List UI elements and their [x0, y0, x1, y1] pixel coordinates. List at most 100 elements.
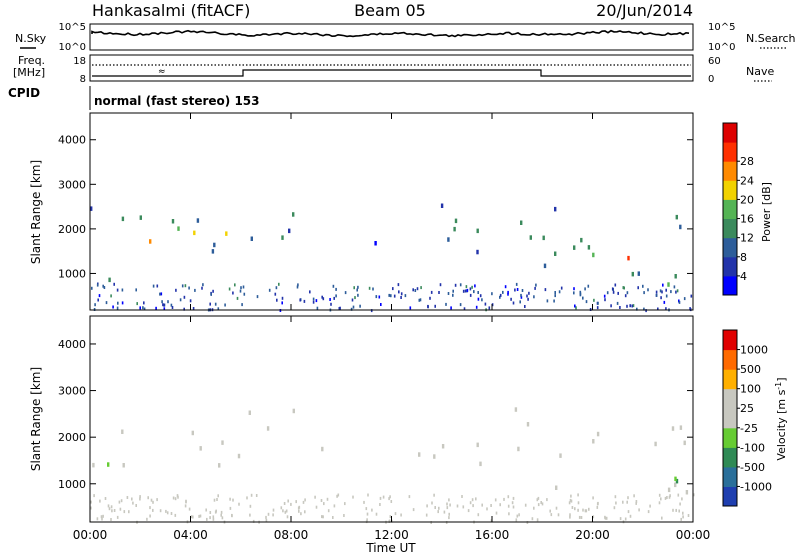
- near-range-cell: [184, 504, 187, 508]
- near-range-cell: [669, 494, 671, 498]
- near-range-cell: [316, 306, 319, 310]
- near-range-cell: [626, 291, 629, 295]
- near-range-cell: [449, 503, 451, 507]
- near-range-cell: [682, 515, 684, 519]
- near-range-cell: [327, 509, 330, 513]
- near-range-cell: [165, 509, 167, 513]
- near-range-cell: [332, 516, 334, 519]
- near-range-cell: [298, 509, 300, 513]
- near-range-cell: [304, 498, 306, 502]
- x-tick-label: 20:00: [575, 528, 610, 542]
- freq-unit-label: [MHz]: [13, 66, 45, 79]
- range-cell: [685, 490, 689, 495]
- near-range-cell: [172, 496, 175, 500]
- colorbar-swatch: [723, 466, 737, 487]
- near-range-cell: [467, 509, 470, 513]
- near-range-cell: [321, 295, 323, 299]
- near-range-cell: [155, 306, 157, 310]
- near-range-cell: [512, 505, 515, 509]
- range-cell: [542, 235, 545, 241]
- near-range-cell: [380, 303, 382, 306]
- near-range-cell: [131, 497, 133, 501]
- near-range-cell: [366, 512, 369, 516]
- near-range-cell: [447, 292, 450, 295]
- near-range-cell: [181, 284, 184, 288]
- near-range-cell: [507, 292, 509, 296]
- range-cell: [193, 230, 196, 236]
- near-range-cell: [515, 282, 518, 286]
- x-tick-label: 08:00: [274, 528, 309, 542]
- near-range-cell: [139, 497, 141, 501]
- near-range-cell: [322, 515, 324, 519]
- colorbar-tick-label: -100: [740, 441, 765, 454]
- range-cell: [637, 271, 640, 276]
- near-range-cell: [527, 297, 529, 301]
- near-range-cell: [616, 301, 619, 305]
- near-range-cell: [91, 286, 93, 290]
- x-tick-label: 12:00: [374, 528, 409, 542]
- near-range-cell: [454, 283, 457, 287]
- noise-panel-frame: [89, 23, 694, 51]
- near-range-cell: [163, 303, 165, 307]
- near-range-cell: [554, 294, 556, 298]
- near-range-cell: [533, 506, 535, 510]
- near-range-cell: [229, 497, 231, 501]
- near-range-cell: [163, 307, 166, 311]
- range-cell: [218, 463, 221, 468]
- near-range-cell: [631, 304, 633, 308]
- near-range-cell: [450, 306, 452, 310]
- range-cell: [191, 430, 194, 436]
- near-range-cell: [420, 286, 422, 290]
- near-range-cell: [471, 498, 474, 502]
- colorbar-swatch: [723, 218, 737, 239]
- near-range-cell: [668, 495, 671, 499]
- near-range-cell: [520, 295, 523, 299]
- near-range-cell: [139, 306, 141, 310]
- near-range-cell: [265, 515, 267, 519]
- near-range-cell: [663, 300, 666, 304]
- near-range-cell: [126, 496, 129, 499]
- near-range-cell: [100, 515, 103, 519]
- near-range-cell: [574, 304, 576, 308]
- colorbar-swatch: [723, 330, 737, 351]
- range-cell: [171, 219, 175, 224]
- near-range-cell: [475, 497, 477, 501]
- near-range-cell: [365, 507, 368, 511]
- near-range-cell: [443, 510, 446, 514]
- near-range-cell: [352, 495, 354, 499]
- noise-sky-trace: [91, 29, 690, 38]
- freq-tick-top: 18: [73, 56, 86, 67]
- near-range-cell: [681, 497, 683, 501]
- near-range-cell: [332, 284, 335, 288]
- colorbar-swatch: [723, 408, 737, 429]
- near-range-cell: [143, 307, 146, 311]
- near-range-cell: [363, 500, 365, 504]
- near-range-cell: [536, 518, 539, 522]
- near-range-cell: [521, 289, 524, 292]
- near-range-cell: [192, 515, 194, 519]
- near-range-cell: [281, 301, 283, 305]
- near-range-cell: [367, 493, 369, 497]
- near-range-cell: [502, 290, 504, 294]
- near-range-cell: [617, 291, 619, 295]
- near-range-cell: [220, 513, 222, 517]
- near-range-cell: [427, 304, 429, 308]
- near-range-cell: [167, 300, 169, 304]
- near-range-cell: [350, 307, 353, 311]
- near-range-cell: [213, 498, 216, 502]
- near-range-cell: [585, 509, 588, 513]
- near-range-cell: [511, 501, 514, 505]
- near-range-cell: [110, 518, 112, 521]
- near-range-cell: [232, 291, 234, 295]
- near-range-cell: [275, 286, 278, 290]
- near-range-cell: [507, 290, 509, 294]
- colorbar-swatch: [723, 369, 737, 390]
- near-range-cell: [516, 514, 519, 518]
- freq-tick-bottom: 8: [80, 74, 86, 85]
- near-range-cell: [643, 291, 645, 295]
- near-range-cell: [198, 514, 200, 518]
- range-cell: [675, 478, 679, 484]
- near-range-cell: [210, 292, 212, 296]
- near-range-cell: [302, 500, 305, 504]
- near-range-cell: [188, 507, 191, 511]
